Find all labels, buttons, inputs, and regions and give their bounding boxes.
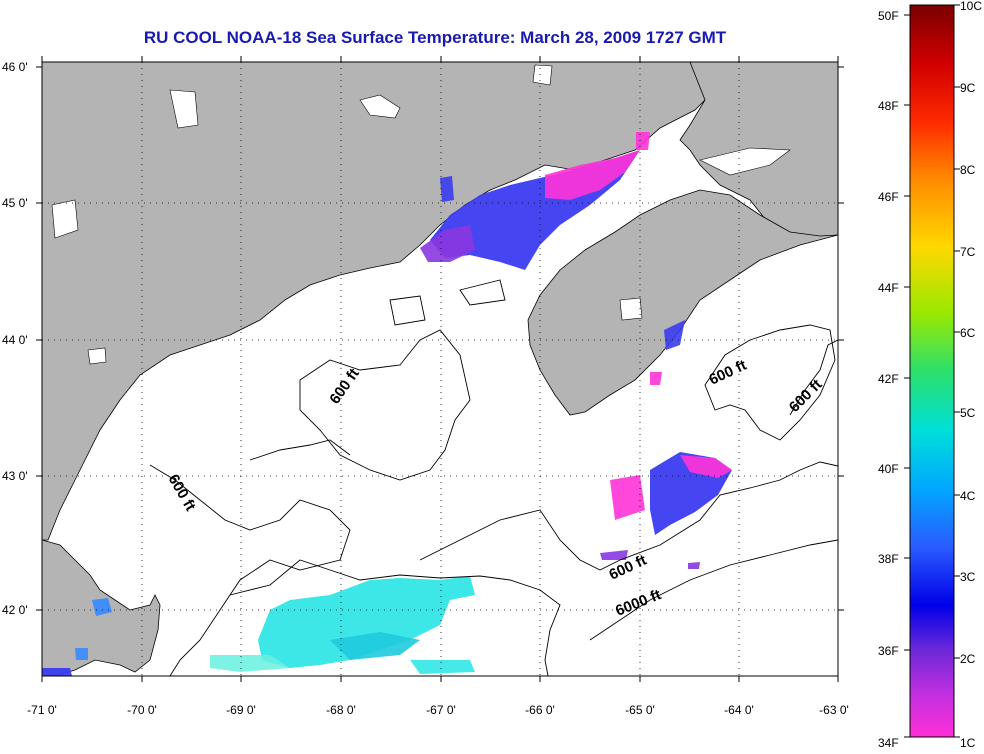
lat-label-44: 44 0' [2,333,28,347]
map-frame [41,61,839,677]
lat-label-45: 45 0' [2,196,28,210]
colorbar-f-36: 36F [878,644,899,658]
color-scale-bar [909,4,955,738]
colorbar-f-48: 48F [878,99,899,113]
map-title: RU COOL NOAA-18 Sea Surface Temperature:… [143,28,727,47]
colorbar-c-4: 4C [960,489,976,503]
lon-label-69: -69 0' [226,703,256,717]
colorbar-c-6: 6C [960,326,976,340]
lon-label-70: -70 0' [127,703,157,717]
isobath-lines [149,279,838,676]
land-mainland [42,62,716,541]
colorbar-c-3: 3C [960,570,976,584]
land-nova-scotia [527,189,838,416]
lon-label-63: -63 0' [819,703,849,717]
colorbar-f-34: 34F [878,736,899,750]
lon-label-68: -68 0' [326,703,356,717]
colorbar-c-5: 5C [960,406,976,420]
lon-label-65: -65 0' [625,703,655,717]
colorbar-f-46: 46F [878,190,899,204]
colorbar-f-42: 42F [878,372,899,386]
lat-label-46: 46 0' [2,60,28,74]
colorbar-f-44: 44F [878,281,899,295]
sst-patch-georges [258,576,475,668]
colorbar-c-9: 9C [960,81,976,95]
colorbar-c-10: 10C [960,0,982,13]
lon-label-66: -66 0' [525,703,555,717]
lat-label-42: 42 0' [2,603,28,617]
colorbar-c-1: 1C [960,736,976,750]
colorbar-f-40: 40F [878,462,899,476]
lon-label-64: -64 0' [724,703,754,717]
graticule [42,62,838,676]
colorbar-c-7: 7C [960,245,976,259]
colorbar-f-38: 38F [878,552,899,566]
colorbar-c-8: 8C [960,163,976,177]
colorbar-c-2: 2C [960,652,976,666]
lon-label-71: -71 0' [27,703,57,717]
colorbar-f-50: 50F [878,9,899,23]
lon-label-67: -67 0' [426,703,456,717]
lat-label-43: 43 0' [2,469,28,483]
